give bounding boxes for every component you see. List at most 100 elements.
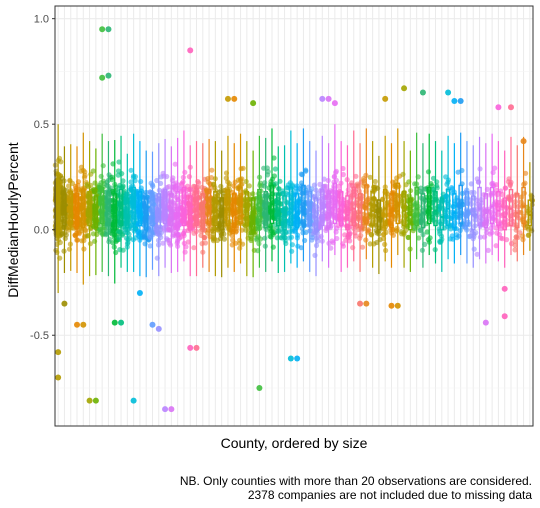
data-point <box>372 178 378 185</box>
outlier-point <box>501 313 508 320</box>
data-point <box>172 186 178 192</box>
box-body <box>162 188 168 225</box>
county-box <box>294 143 300 268</box>
data-point <box>166 184 172 190</box>
data-point <box>444 181 450 187</box>
y-tick-label: 1.0 <box>34 14 49 26</box>
data-point <box>154 177 160 184</box>
data-point <box>340 243 346 249</box>
box-body <box>433 191 438 227</box>
data-point <box>374 239 380 246</box>
box-body <box>527 199 533 227</box>
county-box <box>263 137 268 272</box>
county-box <box>194 141 199 277</box>
box-body <box>175 191 180 229</box>
outlier-point <box>86 397 93 404</box>
data-point <box>349 180 355 186</box>
outlier-point <box>382 95 389 102</box>
county-box <box>357 143 363 272</box>
county-box <box>452 143 457 264</box>
outlier-point <box>507 104 514 111</box>
box-body <box>420 193 426 229</box>
county-box <box>439 150 445 272</box>
box-body <box>496 191 501 227</box>
box-body <box>376 199 382 231</box>
data-point <box>209 167 215 173</box>
data-point <box>298 245 304 251</box>
panel-border <box>54 5 534 427</box>
outlier-point <box>357 300 364 307</box>
data-point <box>298 171 304 177</box>
data-point <box>103 232 109 238</box>
county-box <box>250 150 256 278</box>
county-box <box>244 141 250 277</box>
data-point <box>66 225 72 231</box>
box-plots <box>55 124 533 294</box>
county-box <box>496 141 501 262</box>
data-point <box>147 243 153 249</box>
county-box <box>389 143 394 268</box>
data-point <box>235 177 241 183</box>
data-point <box>208 175 214 181</box>
county-box <box>181 130 187 262</box>
outlier-point <box>74 321 81 328</box>
outlier-point <box>325 95 332 102</box>
data-point <box>505 179 511 185</box>
outlier-point <box>136 290 143 297</box>
county-box <box>364 128 369 260</box>
county-box <box>408 150 413 272</box>
data-point <box>492 165 498 171</box>
box-body <box>477 186 482 227</box>
data-point <box>329 238 335 244</box>
outlier-point <box>224 95 231 102</box>
data-point <box>490 169 496 176</box>
box-body <box>244 191 250 227</box>
data-point <box>449 233 455 239</box>
county-box <box>395 128 401 256</box>
county-box <box>376 155 382 275</box>
data-point <box>318 233 324 239</box>
county-box <box>351 130 357 262</box>
county-box <box>118 135 124 268</box>
box-body <box>483 193 489 229</box>
data-point <box>203 187 210 194</box>
box-body <box>301 184 306 225</box>
data-point <box>183 244 189 250</box>
county-box <box>143 150 149 278</box>
county-box <box>370 141 375 268</box>
data-point <box>303 168 309 174</box>
outlier-point <box>61 300 68 307</box>
data-point <box>92 180 98 186</box>
data-point <box>361 178 367 184</box>
box-body <box>364 184 369 225</box>
outlier-point <box>149 321 156 328</box>
county-box <box>345 145 350 268</box>
data-point <box>353 233 359 239</box>
box-body <box>351 186 357 227</box>
box-body <box>401 191 407 227</box>
data-point <box>493 225 499 231</box>
box-body <box>326 193 331 229</box>
data-point <box>437 231 443 237</box>
box-body <box>307 191 312 227</box>
county-box <box>414 132 419 260</box>
data-point <box>182 249 188 255</box>
data-point <box>328 245 334 251</box>
county-box <box>213 141 218 277</box>
county-box <box>521 136 526 256</box>
box-body <box>389 193 394 229</box>
outlier-point <box>294 355 301 362</box>
data-point <box>166 237 172 243</box>
outlier-point <box>155 325 162 332</box>
box-body <box>213 191 218 227</box>
county-box <box>401 141 407 268</box>
data-point <box>333 229 339 235</box>
county-box <box>382 135 388 262</box>
outlier-point <box>401 85 408 92</box>
caption-line-1: NB. Only counties with more than 20 obse… <box>179 474 532 488</box>
data-point <box>199 241 205 247</box>
data-point <box>254 237 260 243</box>
outlier-point <box>419 89 426 96</box>
data-point <box>100 163 106 169</box>
